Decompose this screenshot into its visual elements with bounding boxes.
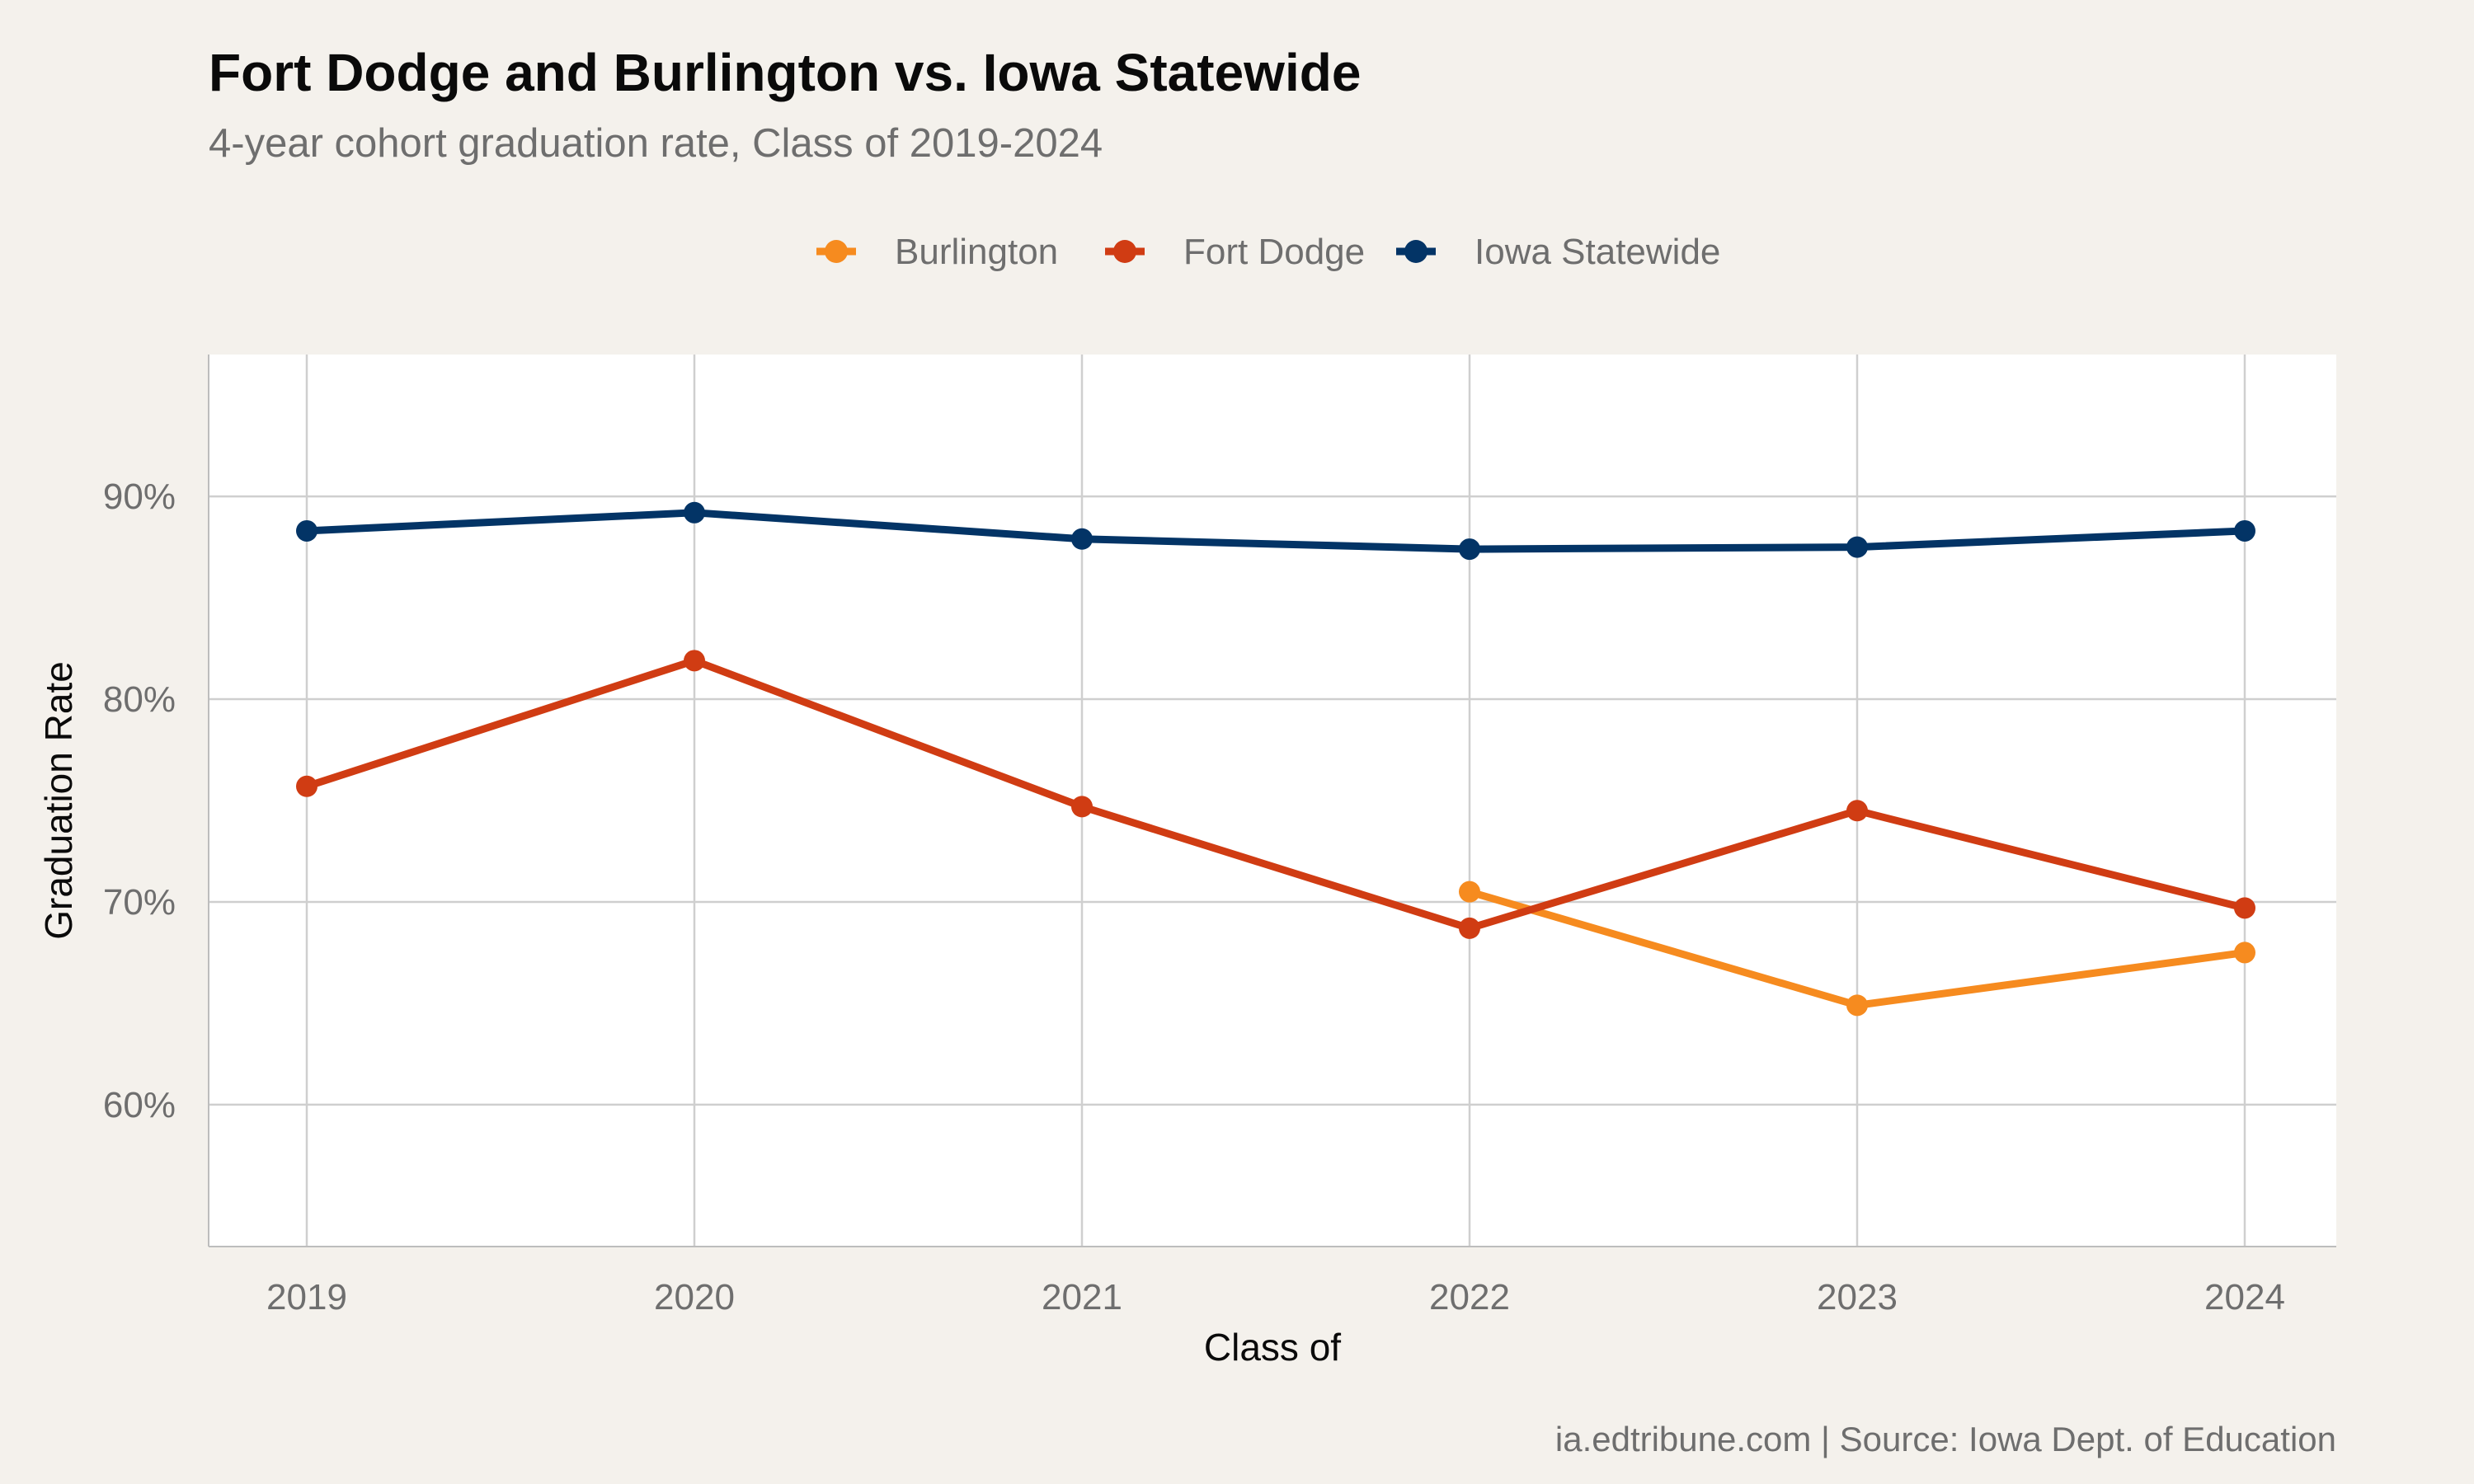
legend-key-point [825,240,848,263]
data-point-fort-dodge [296,775,317,797]
series-layer [296,501,2255,1017]
x-tick-label: 2020 [654,1277,735,1317]
y-tick-label: 70% [103,882,176,923]
x-tick-label: 2023 [1817,1277,1898,1317]
y-axis-title: Graduation Rate [37,661,80,940]
chart-subtitle: 4-year cohort graduation rate, Class of … [209,121,1103,166]
data-point-fort-dodge [1071,796,1093,818]
x-tick-labels: 2019 2020 2021 2022 2023 2024 [266,1277,2285,1317]
x-tick-label: 2024 [2204,1277,2285,1317]
data-point-iowa-statewide [2234,519,2255,542]
legend-key-point [1113,240,1136,263]
data-point-iowa-statewide [1459,538,1480,561]
data-point-fort-dodge [2234,897,2255,919]
data-point-iowa-statewide [296,519,317,542]
data-point-fort-dodge [1459,917,1480,939]
legend-label: Burlington [895,232,1058,272]
data-point-iowa-statewide [1846,536,1868,558]
series-line-fort-dodge [303,656,2249,932]
chart-caption: ia.edtribune.com | Source: Iowa Dept. of… [1555,1420,2336,1458]
legend-label: Iowa Statewide [1475,232,1720,272]
data-point-fort-dodge [684,650,705,672]
legend-item-fort-dodge: Fort Dodge [1105,232,1365,272]
legend-item-iowa-statewide: Iowa Statewide [1396,232,1720,272]
x-tick-label: 2021 [1042,1277,1122,1317]
data-point-burlington [1846,994,1868,1017]
data-point-iowa-statewide [684,501,705,524]
x-axis-title: Class of [1204,1326,1341,1369]
legend: Burlington Fort Dodge Iowa Statewide [816,232,1720,272]
legend-label: Fort Dodge [1183,232,1365,272]
data-point-burlington [2234,942,2255,964]
legend-item-burlington: Burlington [816,232,1058,272]
data-point-iowa-statewide [1071,528,1093,550]
series-burlington [1459,881,2255,1017]
x-tick-label: 2022 [1429,1277,1510,1317]
series-fort-dodge [296,650,2255,939]
chart-title: Fort Dodge and Burlington vs. Iowa State… [209,43,1361,102]
plot-panel [209,355,2336,1247]
series-iowa-statewide [296,501,2255,561]
series-line-iowa-statewide [303,509,2249,553]
x-tick-label: 2019 [266,1277,347,1317]
y-tick-label: 80% [103,679,176,720]
data-point-burlington [1459,881,1480,903]
y-tick-label: 60% [103,1085,176,1125]
data-point-fort-dodge [1846,800,1868,822]
y-tick-label: 90% [103,477,176,517]
y-tick-labels: 60% 70% 80% 90% [103,477,176,1125]
legend-key-point [1404,240,1427,263]
